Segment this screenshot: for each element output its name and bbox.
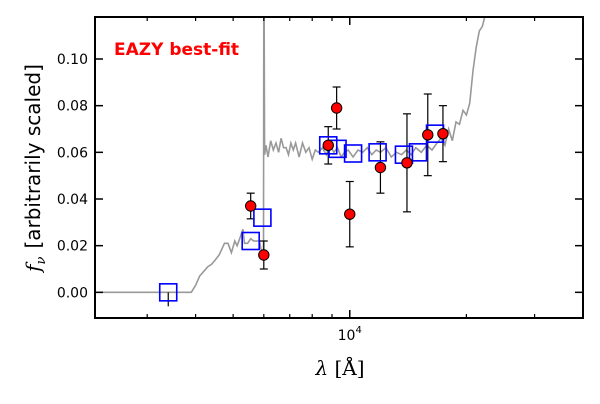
tick-labels-layer: 0.00 0.02 0.04 0.06 0.08 0.10 104 bbox=[57, 52, 362, 344]
y-tick-label: 0.06 bbox=[57, 145, 88, 161]
y-axis-text: [arbitrarily scaled] bbox=[21, 64, 45, 248]
model-point bbox=[241, 231, 260, 251]
observed-point bbox=[422, 129, 434, 141]
y-tick-label: 0.00 bbox=[57, 285, 88, 301]
observed-point bbox=[374, 161, 387, 174]
x-axis-symbol: λ bbox=[314, 356, 328, 380]
y-axis-label: fν[arbitrarily scaled] bbox=[21, 64, 49, 274]
observed-point bbox=[258, 249, 270, 261]
observed-point bbox=[401, 157, 413, 169]
observed-point bbox=[330, 102, 343, 114]
model-points-layer bbox=[158, 124, 445, 302]
model-point bbox=[343, 144, 363, 163]
x-axis-unit: [Å] bbox=[334, 355, 364, 380]
model-point bbox=[408, 143, 428, 162]
x-axis-label: λ [Å] bbox=[314, 355, 364, 380]
observed-point bbox=[244, 200, 257, 212]
plot-frame bbox=[94, 16, 584, 319]
observed-points-layer bbox=[244, 102, 449, 261]
y-tick-label: 0.02 bbox=[57, 239, 88, 255]
x-tick-label: 104 bbox=[338, 325, 362, 344]
model-point bbox=[158, 283, 178, 302]
annotation-eazy-best-fit: EAZY best-fit bbox=[114, 40, 239, 60]
observed-point bbox=[322, 139, 334, 152]
observed-point bbox=[344, 208, 356, 220]
y-axis-subscript: ν bbox=[34, 256, 49, 264]
y-tick-label: 0.08 bbox=[57, 99, 88, 115]
ticks-layer bbox=[95, 17, 583, 318]
model-point bbox=[253, 208, 272, 227]
y-tick-label: 0.04 bbox=[57, 192, 88, 208]
errorbar-layer bbox=[167, 86, 447, 307]
y-tick-label: 0.10 bbox=[57, 52, 88, 68]
observed-point bbox=[437, 127, 449, 140]
model-point bbox=[368, 143, 387, 162]
